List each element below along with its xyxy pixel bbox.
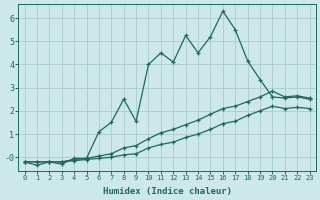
X-axis label: Humidex (Indice chaleur): Humidex (Indice chaleur) <box>103 187 232 196</box>
